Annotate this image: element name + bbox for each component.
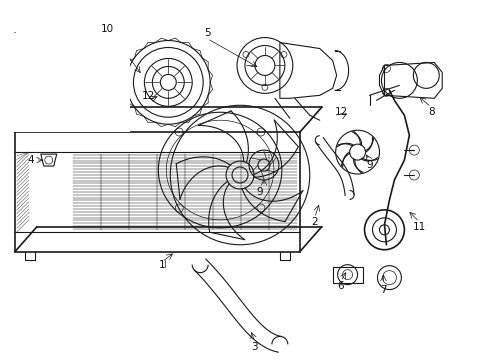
Text: 6: 6 [337, 280, 344, 291]
Text: 8: 8 [428, 107, 435, 117]
Text: 9: 9 [366, 160, 373, 170]
Bar [1, 32, 130, 132]
Text: 12: 12 [142, 91, 155, 101]
Text: 11: 11 [413, 222, 426, 232]
Text: 3: 3 [252, 342, 258, 352]
Text: 5: 5 [204, 28, 211, 37]
Text: 10: 10 [101, 24, 114, 33]
Text: 1: 1 [159, 260, 166, 270]
Text: 4: 4 [27, 155, 34, 165]
Text: 2: 2 [312, 217, 318, 227]
Text: 9: 9 [257, 187, 263, 197]
Text: 7: 7 [380, 284, 387, 294]
Text: 12: 12 [335, 107, 348, 117]
